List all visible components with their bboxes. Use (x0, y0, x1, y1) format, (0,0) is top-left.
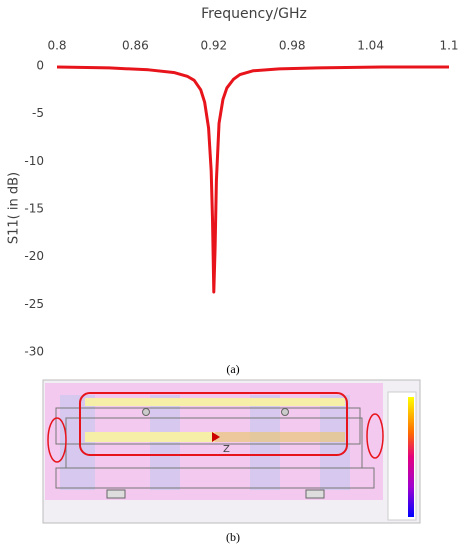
field-hot (85, 432, 215, 442)
field-region (150, 395, 180, 490)
y-tick-label: -30 (24, 345, 44, 359)
outline (55, 407, 361, 445)
y-tick-label: -5 (32, 106, 44, 120)
y-axis-label: S11( in dB) (7, 172, 22, 244)
x-tick-label: 1.04 (357, 39, 384, 53)
y-tick-label: -25 (24, 297, 44, 311)
y-tick-label: -20 (24, 249, 44, 263)
caption: (b) (226, 530, 240, 544)
caption: (a) (226, 362, 239, 376)
data-line (56, 65, 449, 294)
via (281, 408, 289, 416)
highlight (47, 417, 67, 463)
axis-glyph: Z (223, 444, 230, 455)
simulation-image: Z (42, 379, 421, 524)
y-tick-label: -15 (24, 202, 44, 216)
field-region (320, 395, 350, 490)
pad (305, 489, 325, 499)
x-tick-label: 1.1 (439, 39, 458, 53)
color-bar (408, 397, 414, 517)
outline (55, 467, 375, 489)
field-region (250, 395, 280, 490)
x-tick-label: 0.98 (279, 39, 306, 53)
y-tick-label: 0 (36, 59, 44, 73)
field-hot (215, 432, 345, 442)
x-tick-label: 0.92 (200, 39, 227, 53)
pad (106, 489, 126, 499)
y-tick-label: -10 (24, 154, 44, 168)
x-tick-label: 0.86 (122, 39, 149, 53)
port (212, 432, 220, 442)
x-axis-label: Frequency/GHz (201, 6, 307, 22)
field-hot (85, 398, 345, 406)
highlight (366, 413, 384, 459)
highlight (79, 392, 348, 456)
via (142, 408, 150, 416)
x-tick-label: 0.8 (47, 39, 66, 53)
